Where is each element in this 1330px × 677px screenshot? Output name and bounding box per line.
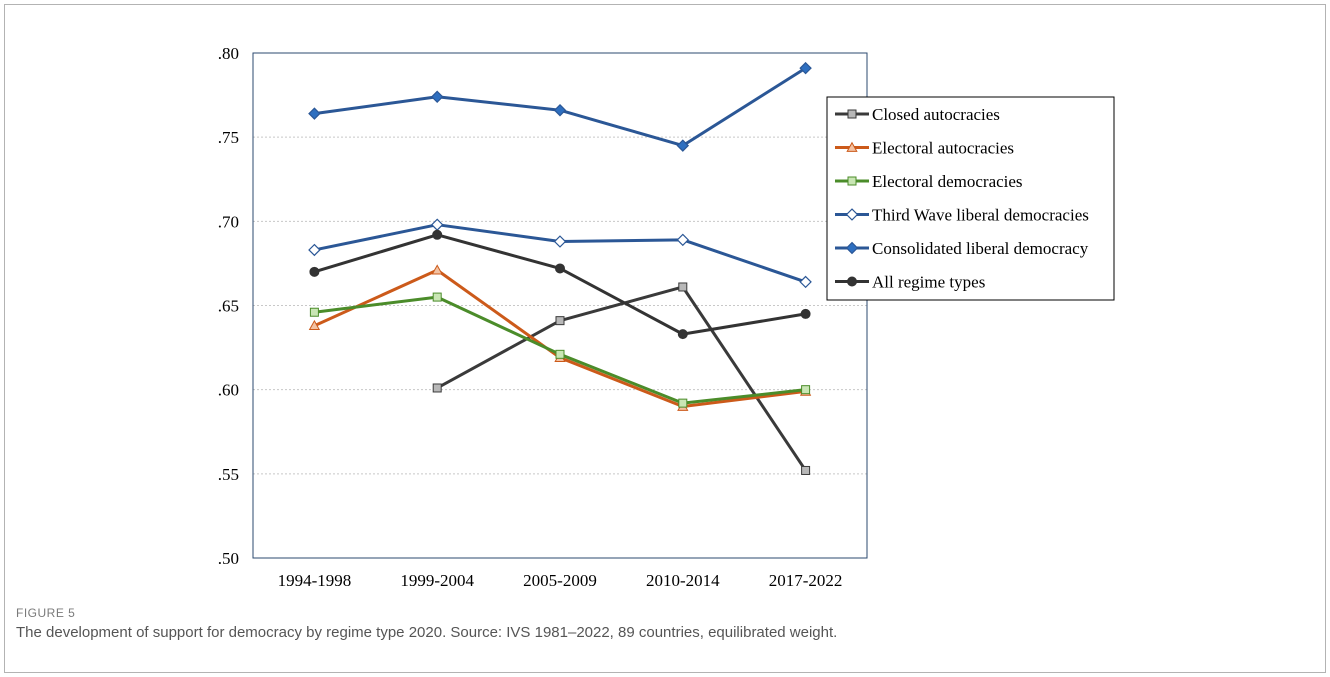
data-point-marker bbox=[799, 275, 812, 289]
x-axis: 1994-1998 1999-2004 2005-2009 2010-2014 2017… bbox=[278, 571, 843, 590]
legend-label: Electoral democracies bbox=[872, 172, 1023, 191]
data-point-marker bbox=[430, 90, 444, 104]
x-tick-label: 1994-1998 bbox=[278, 571, 352, 590]
data-point-marker bbox=[678, 282, 688, 292]
line-chart: .50 .55 .60 .65 .70 .75 .80 1994-1998 1999-2004… bbox=[218, 44, 1115, 590]
legend-label: All regime types bbox=[872, 273, 985, 292]
x-tick-label: 2017-2022 bbox=[769, 571, 843, 590]
y-tick-label: .75 bbox=[218, 128, 239, 147]
y-tick-label: .80 bbox=[218, 44, 239, 63]
data-point-marker bbox=[678, 398, 688, 408]
y-tick-label: .70 bbox=[218, 212, 239, 231]
data-point-marker bbox=[308, 319, 321, 331]
data-point-marker bbox=[800, 308, 811, 319]
figure-frame bbox=[4, 4, 1326, 673]
legend-box bbox=[826, 96, 1115, 301]
legend-swatch-marker bbox=[845, 241, 859, 255]
y-tick-label: .55 bbox=[218, 465, 239, 484]
y-axis: .50 .55 .60 .65 .70 .75 .80 bbox=[218, 44, 239, 568]
figure-caption-text: The development of support for democracy… bbox=[16, 624, 838, 641]
data-point-marker bbox=[799, 61, 812, 75]
data-point-marker bbox=[432, 383, 442, 393]
data-point-marker bbox=[308, 243, 321, 257]
data-point-marker bbox=[677, 329, 688, 340]
figure-caption: FIGURE 5 The development of support for … bbox=[16, 606, 1306, 641]
legend-swatch-marker bbox=[846, 141, 858, 152]
data-point-marker bbox=[801, 385, 811, 395]
data-point-marker bbox=[553, 235, 567, 248]
figure-label: FIGURE 5 bbox=[16, 606, 76, 620]
series-line bbox=[313, 268, 806, 408]
data-point-marker bbox=[432, 292, 442, 302]
data-point-marker bbox=[553, 103, 567, 117]
data-point-marker bbox=[431, 264, 443, 275]
data-point-marker bbox=[555, 263, 565, 274]
data-point-marker bbox=[308, 107, 321, 120]
legend-label: Closed autocracies bbox=[872, 105, 1000, 124]
data-point-marker bbox=[676, 233, 690, 247]
legend-swatch-marker bbox=[845, 208, 859, 221]
legend-swatch-marker bbox=[847, 276, 857, 287]
y-tick-label: .65 bbox=[218, 297, 239, 316]
plot-area bbox=[252, 52, 868, 559]
legend-swatch-marker bbox=[847, 176, 857, 186]
data-point-marker bbox=[432, 229, 443, 240]
legend-swatch-marker bbox=[847, 109, 857, 119]
legend: Closed autocracies Electoral autocracies E… bbox=[826, 96, 1115, 301]
data-point-marker bbox=[555, 349, 565, 359]
series-line bbox=[436, 285, 807, 472]
series-markers bbox=[308, 61, 812, 475]
y-tick-label: .60 bbox=[218, 381, 239, 400]
data-point-marker bbox=[309, 266, 320, 277]
legend-label: Consolidated liberal democracy bbox=[872, 239, 1089, 258]
y-tick-label: .50 bbox=[218, 549, 239, 568]
data-point-marker bbox=[309, 307, 319, 317]
x-tick-label: 2010-2014 bbox=[646, 571, 720, 590]
x-tick-label: 1999-2004 bbox=[400, 571, 474, 590]
data-point-marker bbox=[555, 316, 565, 326]
x-tick-label: 2005-2009 bbox=[523, 571, 597, 590]
data-point-marker bbox=[801, 465, 811, 475]
data-point-marker bbox=[676, 139, 690, 152]
legend-label: Third Wave liberal democracies bbox=[872, 206, 1089, 225]
legend-label: Electoral autocracies bbox=[872, 139, 1014, 158]
